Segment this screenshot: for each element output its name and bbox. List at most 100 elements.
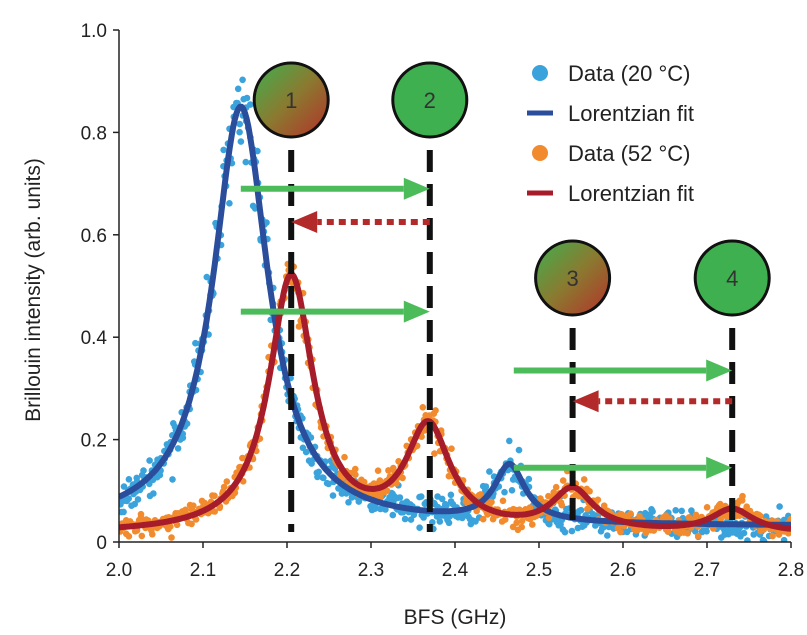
data-point [203,273,211,281]
legend-label-2: Lorentzian fit [568,101,694,126]
marker-label-4: 4 [726,266,738,291]
x-tick-label: 2.3 [358,560,384,581]
data-point [744,537,751,542]
data-point [120,483,128,490]
data-point [125,495,132,502]
data-point [150,490,157,497]
data-point [760,538,768,542]
arrow-head-3 [403,300,430,323]
data-point [776,503,783,510]
data-point [666,515,673,522]
arrows-layer [240,177,733,479]
data-point [220,483,228,491]
data-point [320,474,327,482]
fit-line-1 [119,103,791,528]
data-point [561,528,569,536]
data-point [649,508,656,515]
data-point [211,508,218,515]
fit-lines-layer [119,103,791,532]
data-point [526,504,534,511]
data-point [302,448,310,456]
data-point [236,120,243,128]
data-point [443,502,450,509]
data-point [518,517,526,525]
data-point [315,468,323,476]
data-point [389,511,397,519]
data-point [133,474,140,482]
data-point [385,467,392,474]
arrow-head-6 [706,456,733,479]
data-point [374,467,382,475]
data-point [580,476,588,483]
data-point [167,523,174,530]
data-point [401,515,409,523]
data-point [242,158,250,166]
marker-label-2: 2 [424,88,436,113]
data-point [692,511,700,519]
data-point [174,445,182,452]
y-tick-label: 0.6 [81,226,107,247]
data-point [717,516,724,523]
data-point [432,407,439,414]
data-point [499,497,507,505]
arrow-head-4 [706,359,733,382]
data-point [525,475,533,483]
data-point [769,532,776,540]
legend-label-1: Data (20 °C) [568,61,691,86]
data-point [672,507,679,514]
data-point [757,512,764,520]
data-point [419,404,427,411]
data-point [740,529,748,537]
data-point [604,532,611,539]
data-point [506,437,513,445]
legend-label-4: Lorentzian fit [568,181,694,206]
data-point [192,516,200,523]
data-point [237,138,245,145]
data-point [234,85,242,93]
data-point [138,532,146,540]
data-point [226,200,233,207]
arrow-head-5 [572,390,599,413]
data-point [243,94,251,102]
marker-circle-2 [391,61,469,139]
fit-line-2 [119,271,791,532]
data-point [211,492,218,500]
data-point [436,518,444,525]
data-point [416,524,423,531]
x-tick-label: 2.5 [526,560,552,581]
data-point [518,523,525,531]
data-point [486,468,493,475]
y-tick-label: 0.4 [81,328,108,349]
data-point [417,493,425,500]
data-point [352,471,359,479]
data-point [627,510,634,517]
data-point [120,508,127,516]
data-point [236,128,243,136]
data-point [140,467,147,474]
data-point [308,460,315,467]
x-tick-label: 2.8 [778,560,804,581]
data-point [352,465,359,473]
data-point [684,530,691,537]
data-point [188,520,195,528]
data-point [529,521,536,528]
x-tick-label: 2.7 [694,560,720,581]
y-tick-label: 0.2 [81,431,107,452]
data-point [182,506,189,514]
data-point [131,500,138,508]
data-point [482,483,490,490]
data-point [552,483,560,491]
data-point [513,519,520,526]
y-tick-label: 0.8 [81,123,107,144]
data-point [125,533,133,540]
marker-circle-3 [534,239,612,317]
legend-label-3: Data (52 °C) [568,141,691,166]
data-point [190,502,197,510]
x-tick-label: 2.2 [274,560,300,581]
data-point [445,519,453,527]
data-point [382,506,389,513]
data-point [501,488,508,496]
legend-swatch-3 [532,145,548,161]
data-point [169,476,176,483]
